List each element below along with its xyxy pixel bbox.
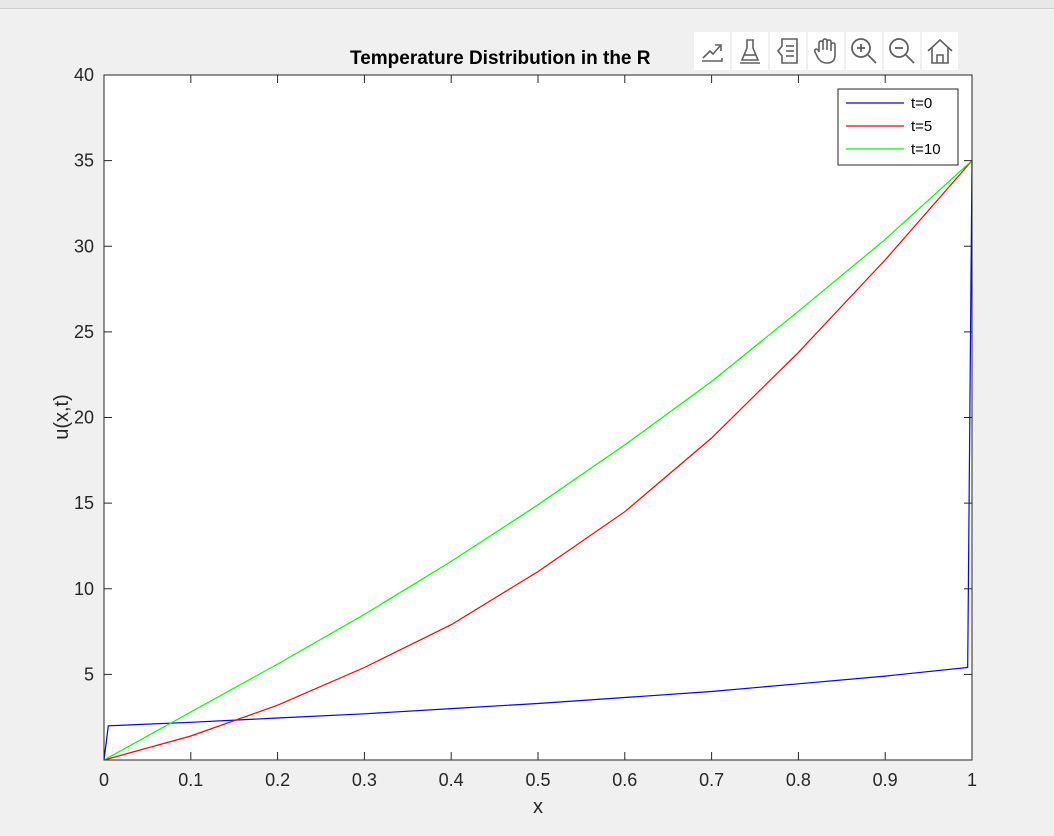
plot-area — [104, 75, 972, 760]
export-button[interactable] — [694, 32, 730, 70]
y-tick-label: 15 — [74, 493, 94, 513]
legend-toggle-button[interactable] — [770, 32, 806, 70]
legend-box — [837, 88, 959, 166]
y-tick-label: 30 — [74, 236, 94, 256]
x-tick-label: 0.9 — [873, 770, 898, 790]
brush-icon — [740, 39, 760, 64]
legend-label-1: t=5 — [911, 118, 932, 135]
x-ticks: 0 0.1 0.2 0.3 0.4 0.5 0.6 0.7 0.8 0.9 1 — [99, 75, 977, 790]
x-tick-label: 0.8 — [786, 770, 811, 790]
zoom-in-icon — [851, 38, 877, 64]
zoom-out-button[interactable] — [884, 32, 920, 70]
pan-button[interactable] — [808, 32, 844, 70]
x-axis-label: x — [533, 796, 543, 818]
legend-label-0: t=0 — [911, 95, 932, 112]
x-tick-label: 0.1 — [178, 770, 203, 790]
x-tick-label: 0.6 — [612, 770, 637, 790]
pan-hand-icon — [813, 38, 836, 64]
window-top-bar — [0, 0, 1054, 9]
chart-title: Temperature Distribution in the R — [350, 48, 651, 69]
legend[interactable]: t=0 t=5 t=10 — [837, 88, 959, 166]
x-tick-label: 0.3 — [352, 770, 377, 790]
home-button[interactable] — [922, 32, 958, 70]
export-icon — [702, 44, 723, 62]
zoom-out-icon — [889, 38, 915, 64]
y-axis-label: u(x,t) — [51, 394, 73, 440]
legend-toggle-icon — [776, 38, 798, 64]
legend-label-2: t=10 — [911, 141, 941, 158]
y-tick-label: 10 — [74, 579, 94, 599]
zoom-in-button[interactable] — [846, 32, 882, 70]
x-tick-label: 1 — [967, 770, 977, 790]
y-tick-label: 40 — [74, 65, 94, 85]
x-tick-label: 0 — [99, 770, 109, 790]
home-icon — [927, 38, 953, 64]
x-tick-label: 0.7 — [699, 770, 724, 790]
y-tick-label: 20 — [74, 408, 94, 428]
series-layer — [103, 160, 973, 761]
x-tick-label: 0.5 — [525, 770, 550, 790]
y-tick-label: 5 — [84, 664, 94, 684]
series-line-1 — [103, 160, 973, 761]
y-ticks: 5 10 15 20 25 30 35 40 — [74, 65, 972, 684]
axes-toolbar — [694, 32, 958, 70]
x-tick-label: 0.4 — [439, 770, 464, 790]
series-line-2 — [103, 160, 973, 761]
y-tick-label: 25 — [74, 322, 94, 342]
y-tick-label: 35 — [74, 151, 94, 171]
brush-button[interactable] — [732, 32, 768, 70]
series-line-0 — [103, 160, 973, 761]
x-tick-label: 0.2 — [265, 770, 290, 790]
